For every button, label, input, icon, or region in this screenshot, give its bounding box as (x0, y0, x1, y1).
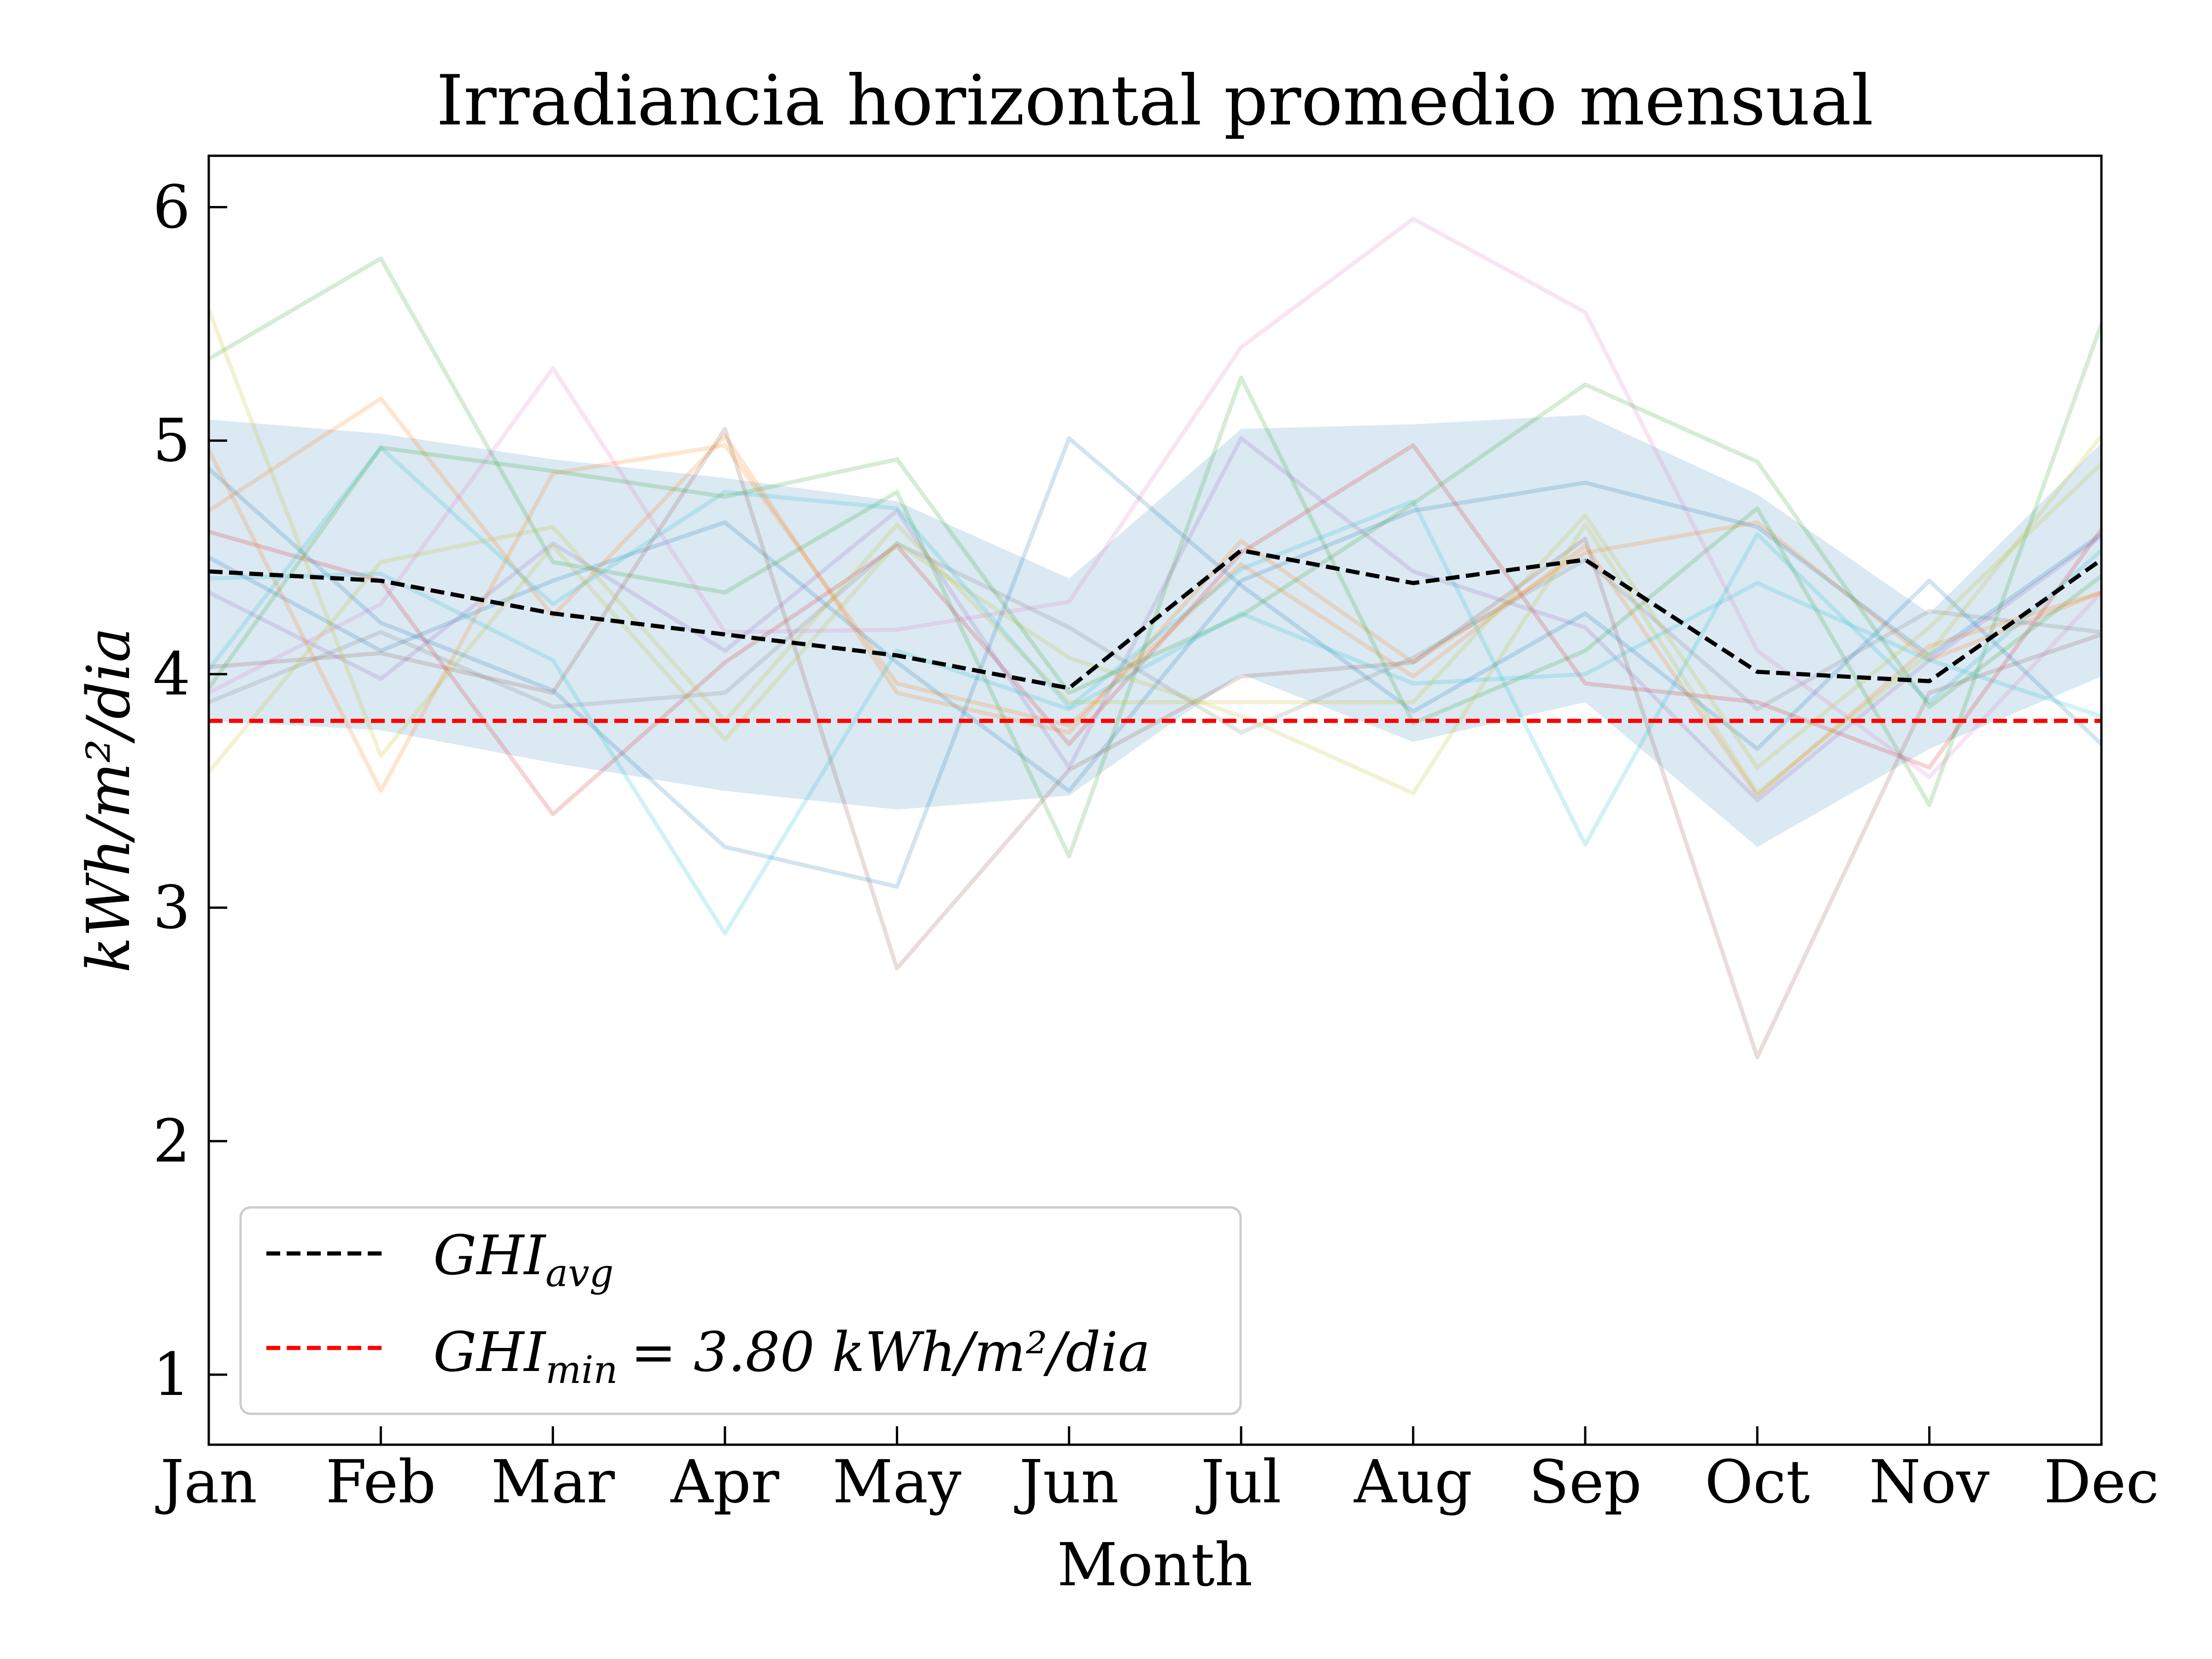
average-point-Feb (380, 580, 382, 582)
x-tick-label: Jun (1014, 1448, 1119, 1517)
x-tick-label: Feb (326, 1448, 436, 1517)
legend-min-label: GHImin = 3.80 kWh/m²/dia (433, 1320, 1150, 1392)
average-series-line (209, 548, 2101, 690)
x-tick-label: Apr (670, 1448, 779, 1517)
legend: GHIavg GHImin = 3.80 kWh/m²/dia (239, 1206, 1242, 1415)
y-axis-title: kWh/m²/dia (75, 627, 143, 973)
x-tick-label: Jul (1196, 1448, 1282, 1517)
y-tick-label: 5 (153, 406, 190, 475)
average-point-May (896, 655, 898, 656)
x-tick-label: Nov (1869, 1448, 1989, 1517)
x-tick-label: May (833, 1448, 962, 1517)
legend-avg-sub: avg (546, 1252, 614, 1295)
x-tick-label: Mar (491, 1448, 615, 1517)
background-series-line-14 (209, 571, 2101, 935)
x-tick-label: Sep (1529, 1448, 1641, 1517)
x-tick-label: Jan (155, 1448, 257, 1517)
y-axis: 1 2 3 4 5 6 (153, 173, 227, 1409)
average-point-Oct (1757, 671, 1758, 672)
x-axis-title: Month (1057, 1531, 1253, 1600)
plot-area (209, 217, 2101, 1059)
x-axis: Jan Feb Mar Apr May Jun Jul Aug Sep Oct Nov Dec (155, 1426, 2159, 1517)
x-tick-label: Oct (1705, 1448, 1810, 1517)
background-series-line-2 (209, 396, 2101, 735)
background-series-line-15 (209, 462, 2101, 774)
std-band (209, 415, 2101, 847)
std-band-layer (209, 415, 2101, 847)
plot-frame (207, 154, 2103, 1446)
legend-avg-main: GHI (433, 1224, 547, 1287)
background-series-line-8 (209, 541, 2101, 735)
y-tick-label: 2 (153, 1107, 190, 1176)
y-tick-label: 1 (153, 1341, 190, 1409)
background-series-line-1 (209, 480, 2101, 793)
y-tick-label: 3 (153, 874, 190, 942)
legend-min-main: GHI (433, 1320, 547, 1384)
background-series-line-9 (209, 309, 2101, 795)
background-series-line-6 (209, 427, 2101, 1059)
average-point-Apr (724, 634, 726, 635)
y-tick-label: 4 (153, 640, 190, 709)
average-point-Aug (1412, 582, 1414, 584)
background-series-line-12 (209, 382, 2101, 709)
average-point-Nov (1929, 681, 1930, 682)
average-series-layer (209, 548, 2101, 690)
background-series-layer (209, 217, 2101, 1059)
x-tick-label: Dec (2044, 1448, 2159, 1517)
chart-title: Irradiancia horizontal promedio mensual (436, 61, 1874, 141)
background-series-line-11 (209, 436, 2101, 889)
background-series-line-5 (209, 436, 2101, 802)
average-point-Sep (1584, 559, 1586, 560)
legend-avg-label: GHIavg (433, 1224, 614, 1295)
background-series-line-10 (209, 445, 2101, 847)
background-series-line-4 (209, 443, 2101, 817)
legend-min-sub: min (546, 1348, 618, 1392)
y-tick-label: 6 (153, 173, 190, 241)
legend-min-rest: = 3.80 kWh/m²/dia (631, 1320, 1151, 1384)
x-tick-label: Aug (1353, 1448, 1472, 1517)
background-series-line-13 (209, 443, 2101, 798)
legend-box (239, 1206, 1242, 1415)
